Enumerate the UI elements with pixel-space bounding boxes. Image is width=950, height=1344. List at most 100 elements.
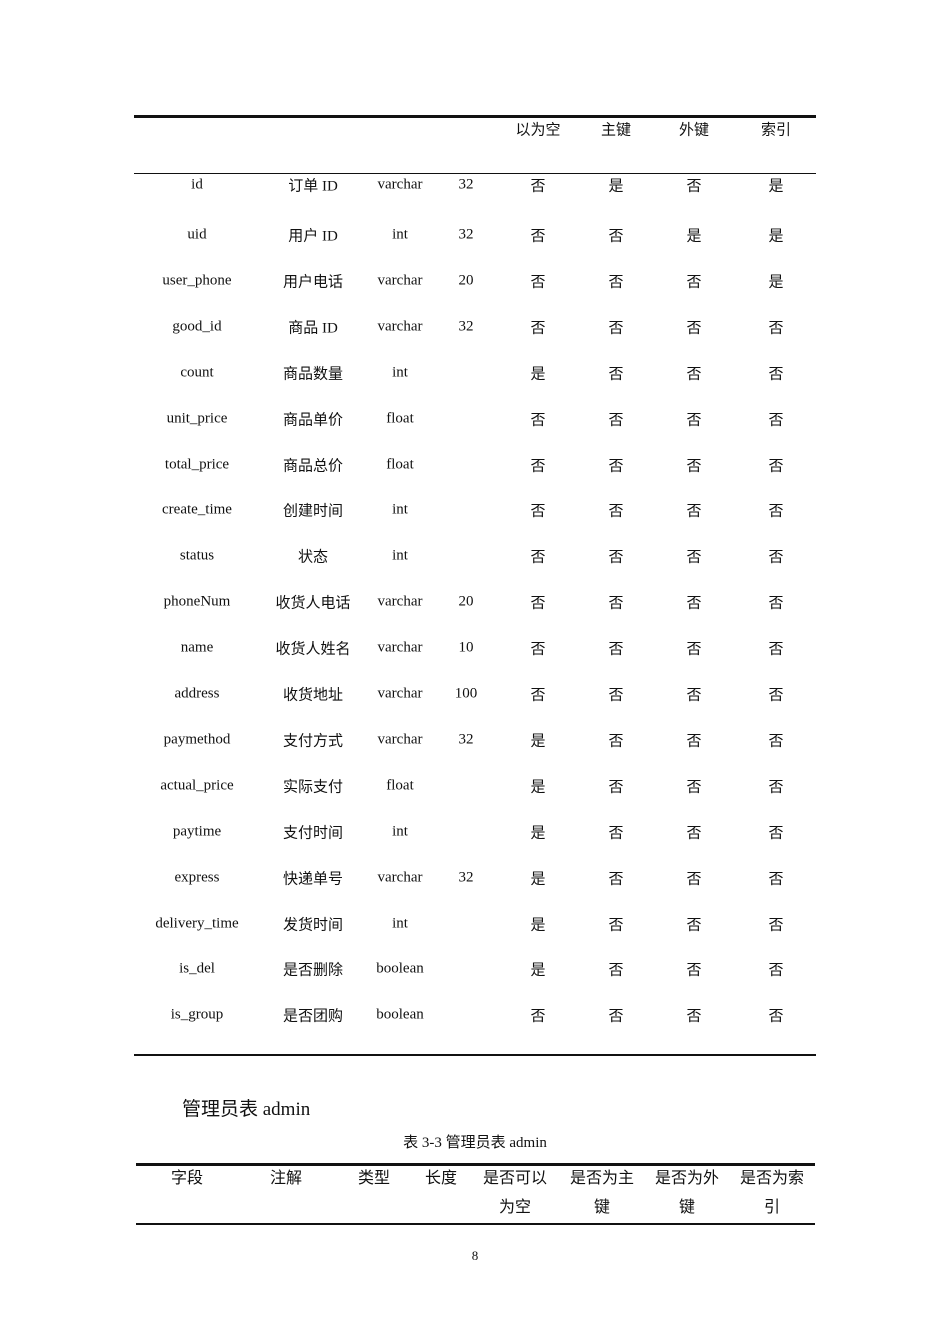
table-cell: unit_price [166, 410, 228, 427]
table-cell: 否 [686, 871, 702, 888]
table-cell: 100 [454, 685, 478, 702]
table1-header-cell: 索引 [760, 122, 792, 139]
table-cell: 否 [608, 825, 624, 842]
table-cell: int [392, 823, 408, 840]
table-cell: 否 [686, 412, 702, 429]
table-cell: int [392, 547, 408, 564]
table-cell: 是否删除 [282, 962, 344, 979]
table2-header-cell: 是否为外键 [655, 1164, 719, 1222]
table2-header-line: 是否可以 [482, 1170, 548, 1187]
table-cell: 是 [686, 228, 702, 245]
table-cell: varchar [377, 176, 423, 193]
table-cell: 创建时间 [282, 503, 344, 520]
table-cell: 否 [530, 687, 546, 704]
table2-header-line: 键 [593, 1199, 611, 1216]
table-cell: 状态 [297, 549, 329, 566]
table-cell: 否 [608, 458, 624, 474]
table-cell: 否 [768, 549, 784, 566]
table2-header-line: 类型 [357, 1170, 391, 1187]
table2-header-line: 引 [763, 1199, 781, 1216]
table2-header-line: 是否为外 [654, 1170, 720, 1187]
table-cell: 支付时间 [282, 825, 344, 842]
table-cell: 否 [530, 412, 546, 429]
table-cell: 是否团购 [282, 1008, 344, 1025]
table-cell: varchar [377, 869, 423, 886]
table2-header-cell: 注解 [270, 1164, 302, 1193]
table-cell: 32 [458, 226, 474, 243]
table-cell: total_price [164, 456, 230, 472]
table-cell: 否 [768, 871, 784, 888]
table2-caption: 表 3-3 管理员表 admin [403, 1135, 547, 1151]
table2-header-cell: 类型 [358, 1164, 390, 1193]
table-cell: 否 [608, 549, 624, 566]
table-cell: 否 [608, 962, 624, 979]
table-cell: id [191, 176, 203, 193]
table1-header-cell: 主键 [600, 122, 632, 139]
table-cell: 否 [608, 687, 624, 704]
table2-header-line: 是否为索 [739, 1170, 805, 1187]
table-cell: 否 [768, 687, 784, 704]
table-cell: 否 [768, 320, 784, 337]
table-cell: 否 [608, 733, 624, 750]
table-cell: varchar [377, 639, 423, 656]
table-cell: 否 [768, 458, 784, 474]
table-cell: 是 [608, 178, 624, 195]
table-cell: 否 [608, 871, 624, 888]
table-cell: 否 [530, 503, 546, 520]
table-cell: address [174, 685, 220, 702]
table-cell: 否 [768, 595, 784, 612]
table-cell: 否 [768, 641, 784, 658]
table-cell: 否 [608, 779, 624, 796]
table-cell: 是 [530, 779, 546, 796]
table-cell: 否 [530, 1008, 546, 1025]
table-cell: varchar [377, 731, 423, 748]
table-cell: 否 [530, 320, 546, 337]
table-cell: 否 [608, 320, 624, 337]
table-cell: 20 [458, 272, 474, 289]
table2-header-line: 键 [678, 1199, 696, 1216]
table-cell: int [392, 915, 408, 931]
table-cell: 否 [768, 825, 784, 842]
table-cell: varchar [377, 272, 423, 289]
table-cell: 否 [530, 641, 546, 658]
table-cell: 否 [686, 733, 702, 750]
table-cell: 32 [458, 176, 474, 193]
table-cell: 否 [608, 641, 624, 658]
table-cell: 否 [608, 1008, 624, 1025]
table-cell: 否 [608, 366, 624, 383]
table-cell: actual_price [160, 777, 234, 794]
table-cell: 否 [686, 503, 702, 520]
table-cell: 否 [768, 779, 784, 796]
table1-header-cell: 以为空 [515, 122, 561, 139]
table-cell: 是 [530, 917, 546, 933]
table1-bottom-rule [134, 1054, 816, 1056]
table-cell: 是 [530, 962, 546, 979]
table-cell: varchar [377, 685, 423, 702]
table-cell: int [392, 364, 408, 381]
table-cell: 商品 ID [288, 320, 338, 337]
table2-header-line: 为空 [498, 1199, 532, 1216]
table-cell: boolean [376, 1006, 424, 1023]
table-cell: 否 [608, 228, 624, 245]
table-cell: 否 [686, 825, 702, 842]
table2-header-cell: 是否可以 为空 [483, 1164, 547, 1222]
table2-header-line: 注解 [269, 1170, 303, 1187]
table-cell: int [392, 501, 408, 518]
table2-header-cell: 长度 [425, 1164, 457, 1193]
table-cell: varchar [377, 318, 423, 335]
table-cell: 32 [458, 318, 474, 335]
table-cell: 收货人电话 [275, 595, 351, 612]
table-cell: uid [187, 226, 207, 243]
table-cell: 否 [686, 458, 702, 474]
table-cell: status [179, 547, 215, 564]
table-cell: is_group [170, 1006, 224, 1023]
table-cell: 商品数量 [282, 366, 344, 383]
table2-top-rule [136, 1163, 815, 1166]
table-cell: name [180, 639, 214, 656]
table-cell: 商品总价 [282, 458, 344, 474]
table-cell: 否 [608, 595, 624, 612]
table-cell: express [174, 869, 220, 886]
table-cell: good_id [172, 318, 222, 335]
table-cell: 是 [768, 274, 784, 291]
table-cell: 是 [530, 366, 546, 383]
